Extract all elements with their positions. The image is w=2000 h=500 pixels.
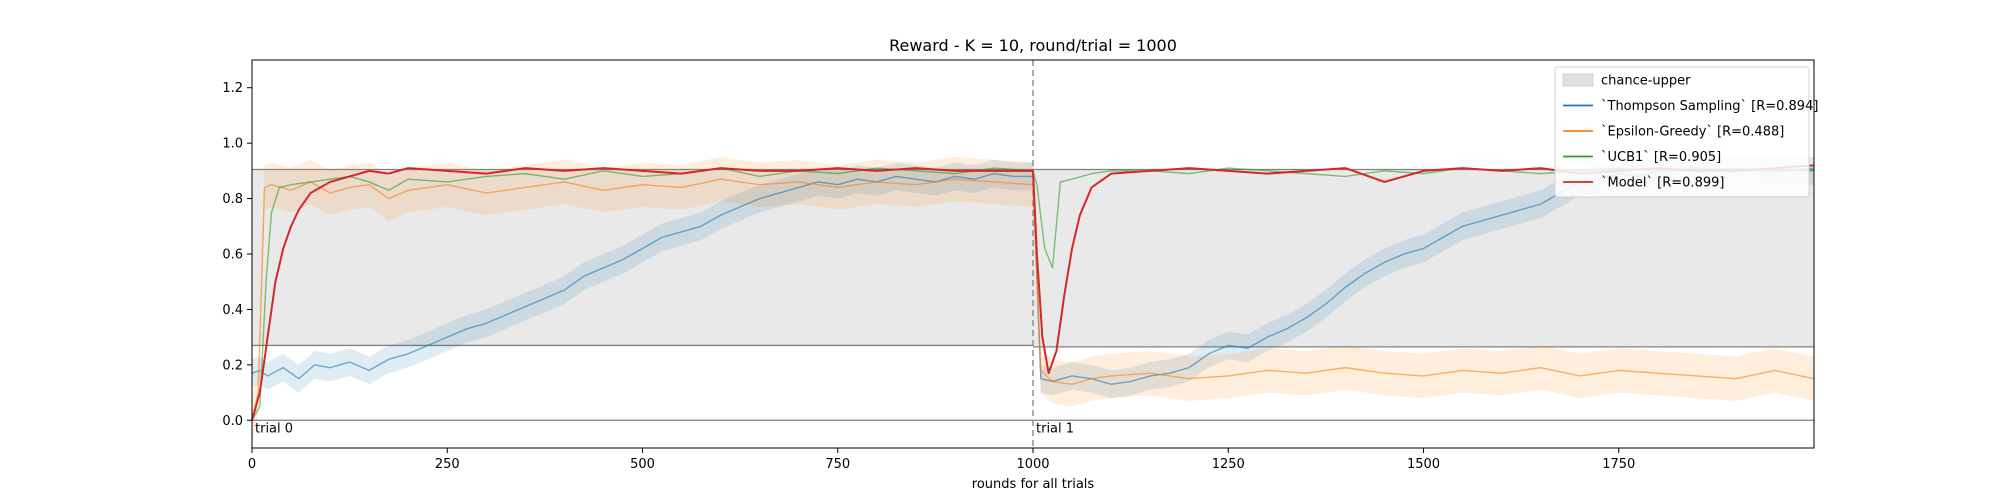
x-tick-label: 1000	[1016, 457, 1049, 472]
y-tick-label: 1.0	[222, 137, 243, 152]
x-tick-label: 1250	[1212, 457, 1245, 472]
legend-label: `Thompson Sampling` [R=0.894]	[1601, 99, 1818, 114]
x-tick-label: 1500	[1407, 457, 1440, 472]
annotation-trial-1: trial 1	[1036, 421, 1074, 436]
series-line-1	[251, 178, 1815, 421]
y-tick-label: 1.2	[222, 81, 243, 96]
x-tick-label: 250	[435, 457, 460, 472]
series-line-0	[251, 167, 1814, 385]
x-tick-label: 750	[825, 457, 850, 472]
legend-label: chance-upper	[1601, 74, 1691, 89]
x-axis-label: rounds for all trials	[972, 477, 1095, 492]
legend-swatch	[1562, 73, 1594, 87]
chart-title: Reward - K = 10, round/trial = 1000	[889, 36, 1177, 55]
legend-label: `UCB1` [R=0.905]	[1601, 150, 1721, 165]
legend-box	[1554, 66, 1810, 198]
band-chance-upper-segment-0	[252, 169, 1033, 346]
legend-label: `Model` [R=0.899]	[1601, 176, 1724, 191]
y-tick-label: 0.4	[222, 303, 243, 318]
series-confidence-band-1	[252, 157, 1814, 443]
x-tick-label: 1750	[1602, 457, 1635, 472]
x-tick-label: 500	[630, 457, 655, 472]
band-chance-upper-segment-1	[1033, 169, 1814, 347]
y-tick-label: 0.2	[222, 358, 243, 373]
y-tick-label: 0.6	[222, 248, 243, 263]
legend: chance-upper `Thompson Sampling` [R=0.894…	[1554, 66, 1818, 198]
annotation-trial-0: trial 0	[255, 421, 293, 436]
y-tick-label: 0.0	[222, 414, 243, 429]
series-line-3	[251, 164, 1815, 421]
axes-layer: 0 250 500 750 1000 1250 1500 1750 0.0 0.2 0.4 0.6 0.…	[222, 59, 1815, 472]
legend-label: `Epsilon-Greedy` [R=0.488]	[1601, 125, 1784, 140]
y-tick-label: 0.8	[222, 192, 243, 207]
x-tick-label: 0	[248, 457, 256, 472]
bands-layer	[252, 169, 1814, 347]
